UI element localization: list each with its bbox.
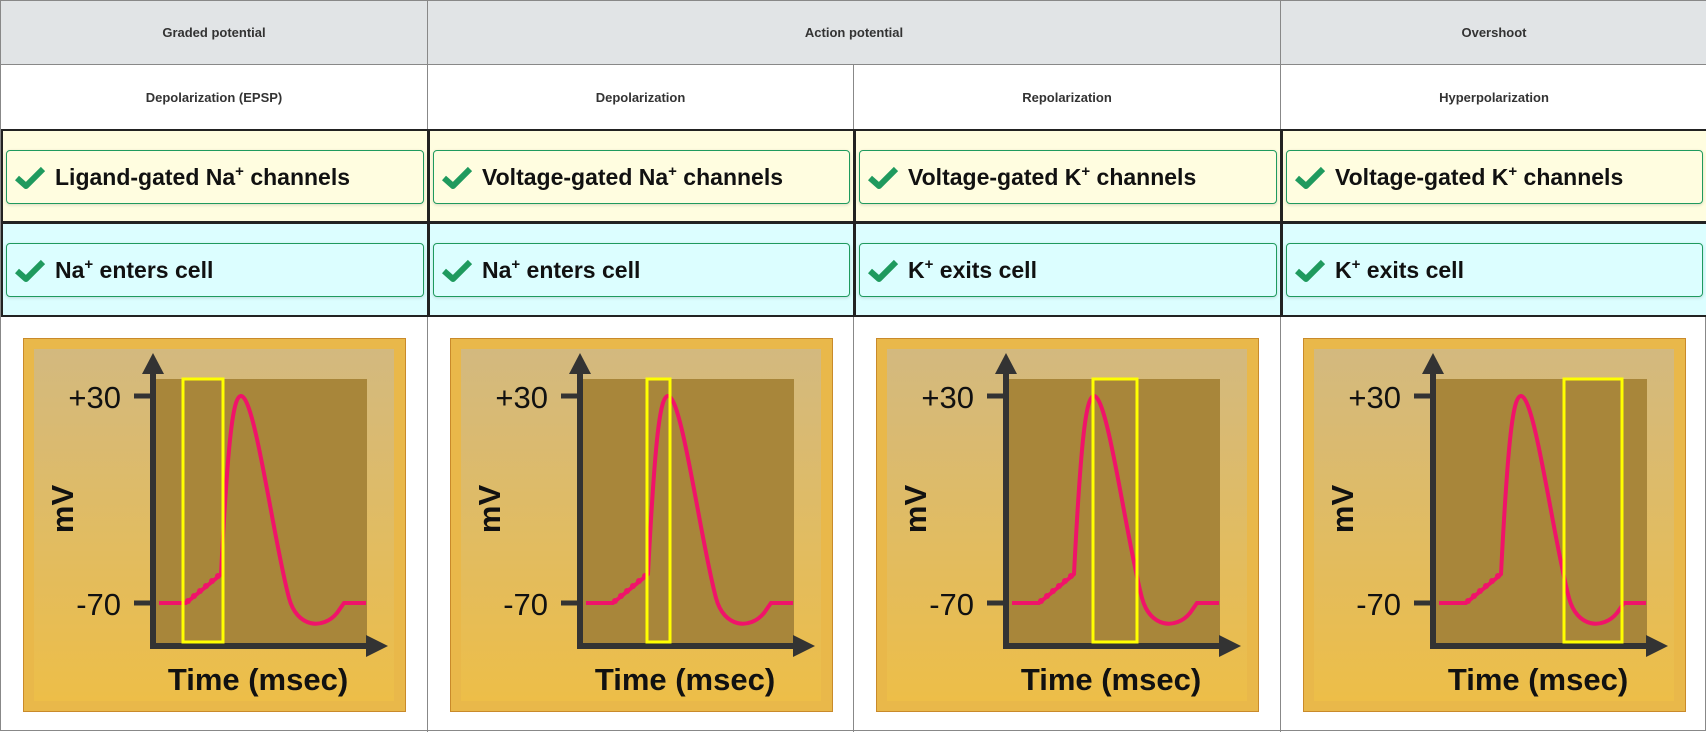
y-tick-top: +30 [921, 380, 974, 415]
channel-cell: Voltage-gated K+ channels [854, 129, 1282, 223]
checkmark-icon [1295, 259, 1325, 282]
membrane-potential-curve [1439, 393, 1646, 626]
plot-area [153, 379, 367, 646]
ion-cell: K+ exits cell [1281, 222, 1706, 317]
channel-text: Ligand-gated Na+ channels [55, 162, 351, 190]
plot-area [580, 379, 794, 646]
x-axis-label: Time (msec) [595, 662, 775, 697]
y-axis-arrow-icon [142, 353, 164, 374]
y-ticks [561, 393, 580, 606]
ion-text: K+ exits cell [1335, 255, 1464, 283]
channel-answer[interactable]: Voltage-gated K+ channels [1286, 150, 1703, 204]
ion-answer[interactable]: K+ exits cell [1286, 243, 1703, 297]
phase-label: Hyperpolarization [1281, 65, 1706, 129]
ion-text: K+ exits cell [908, 255, 1037, 283]
channel-answer[interactable]: Voltage-gated K+ channels [859, 150, 1277, 204]
channel-cell: Voltage-gated Na+ channels [428, 129, 855, 223]
ion-text: Na+ enters cell [55, 255, 214, 283]
highlight-box [1562, 377, 1624, 644]
y-ticks [1414, 393, 1433, 606]
ion-cell: Na+ enters cell [1, 222, 429, 317]
checkmark-icon [868, 259, 898, 282]
checkmark-icon [442, 259, 472, 282]
ion-cell: Na+ enters cell [428, 222, 855, 317]
checkmark-icon [868, 166, 898, 189]
x-axis-label: Time (msec) [1448, 662, 1628, 697]
y-tick-bottom: -70 [929, 587, 974, 622]
phase-label: Depolarization [428, 65, 854, 129]
threshold-dots [1038, 573, 1074, 604]
action-potential-graph: +30 -70 mV Time (msec) [23, 338, 406, 712]
ion-answer[interactable]: Na+ enters cell [433, 243, 850, 297]
header-graded-potential: Graded potential [1, 1, 428, 65]
channel-text: Voltage-gated K+ channels [908, 162, 1197, 190]
header-action-potential: Action potential [428, 1, 1281, 65]
header-overshoot: Overshoot [1281, 1, 1706, 65]
graph-cell: +30 -70 mV Time (msec) [1281, 317, 1706, 732]
y-axis-label: mV [472, 485, 507, 534]
checkmark-icon [15, 166, 45, 189]
checkmark-icon [442, 166, 472, 189]
y-axis-arrow-icon [995, 353, 1017, 374]
x-axis-arrow-icon [366, 635, 388, 657]
channel-text: Voltage-gated Na+ channels [482, 162, 784, 190]
highlight-box [645, 377, 672, 644]
channel-cell: Voltage-gated K+ channels [1281, 129, 1706, 223]
plot-area [1433, 379, 1647, 646]
y-tick-bottom: -70 [76, 587, 121, 622]
ion-text: Na+ enters cell [482, 255, 641, 283]
ion-cell: K+ exits cell [854, 222, 1282, 317]
ion-answer[interactable]: Na+ enters cell [6, 243, 424, 297]
highlight-box [181, 377, 225, 644]
membrane-potential-curve [586, 393, 793, 626]
y-axis-arrow-icon [1422, 353, 1444, 374]
y-ticks [134, 393, 153, 606]
checkmark-icon [1295, 166, 1325, 189]
y-ticks [987, 393, 1006, 606]
channel-text: Voltage-gated K+ channels [1335, 162, 1624, 190]
action-potential-graph: +30 -70 mV Time (msec) [876, 338, 1259, 712]
y-tick-bottom: -70 [1356, 587, 1401, 622]
graph-cell: +30 -70 mV Time (msec) [428, 317, 854, 732]
phase-label: Depolarization (EPSP) [1, 65, 428, 129]
checkmark-icon [15, 259, 45, 282]
threshold-dots [185, 573, 221, 604]
x-axis-arrow-icon [1646, 635, 1668, 657]
threshold-dots [612, 573, 648, 604]
membrane-potential-curve [159, 393, 366, 626]
x-axis-label: Time (msec) [168, 662, 348, 697]
highlight-box [1091, 377, 1139, 644]
ion-answer[interactable]: K+ exits cell [859, 243, 1277, 297]
membrane-potential-curve [1012, 393, 1219, 626]
graph-cell: +30 -70 mV Time (msec) [1, 317, 428, 732]
phase-label: Repolarization [854, 65, 1281, 129]
y-axis-label: mV [1325, 485, 1360, 534]
channel-answer[interactable]: Voltage-gated Na+ channels [433, 150, 850, 204]
y-tick-top: +30 [68, 380, 121, 415]
graph-cell: +30 -70 mV Time (msec) [854, 317, 1281, 732]
channel-cell: Ligand-gated Na+ channels [1, 129, 429, 223]
action-potential-graph: +30 -70 mV Time (msec) [450, 338, 833, 712]
y-tick-top: +30 [495, 380, 548, 415]
x-axis-arrow-icon [793, 635, 815, 657]
y-axis-label: mV [898, 485, 933, 534]
y-tick-bottom: -70 [503, 587, 548, 622]
x-axis-arrow-icon [1219, 635, 1241, 657]
y-axis-label: mV [45, 485, 80, 534]
threshold-dots [1465, 573, 1501, 604]
action-potential-graph: +30 -70 mV Time (msec) [1303, 338, 1686, 712]
y-axis-arrow-icon [569, 353, 591, 374]
y-tick-top: +30 [1348, 380, 1401, 415]
x-axis-label: Time (msec) [1021, 662, 1201, 697]
channel-answer[interactable]: Ligand-gated Na+ channels [6, 150, 424, 204]
plot-area [1006, 379, 1220, 646]
